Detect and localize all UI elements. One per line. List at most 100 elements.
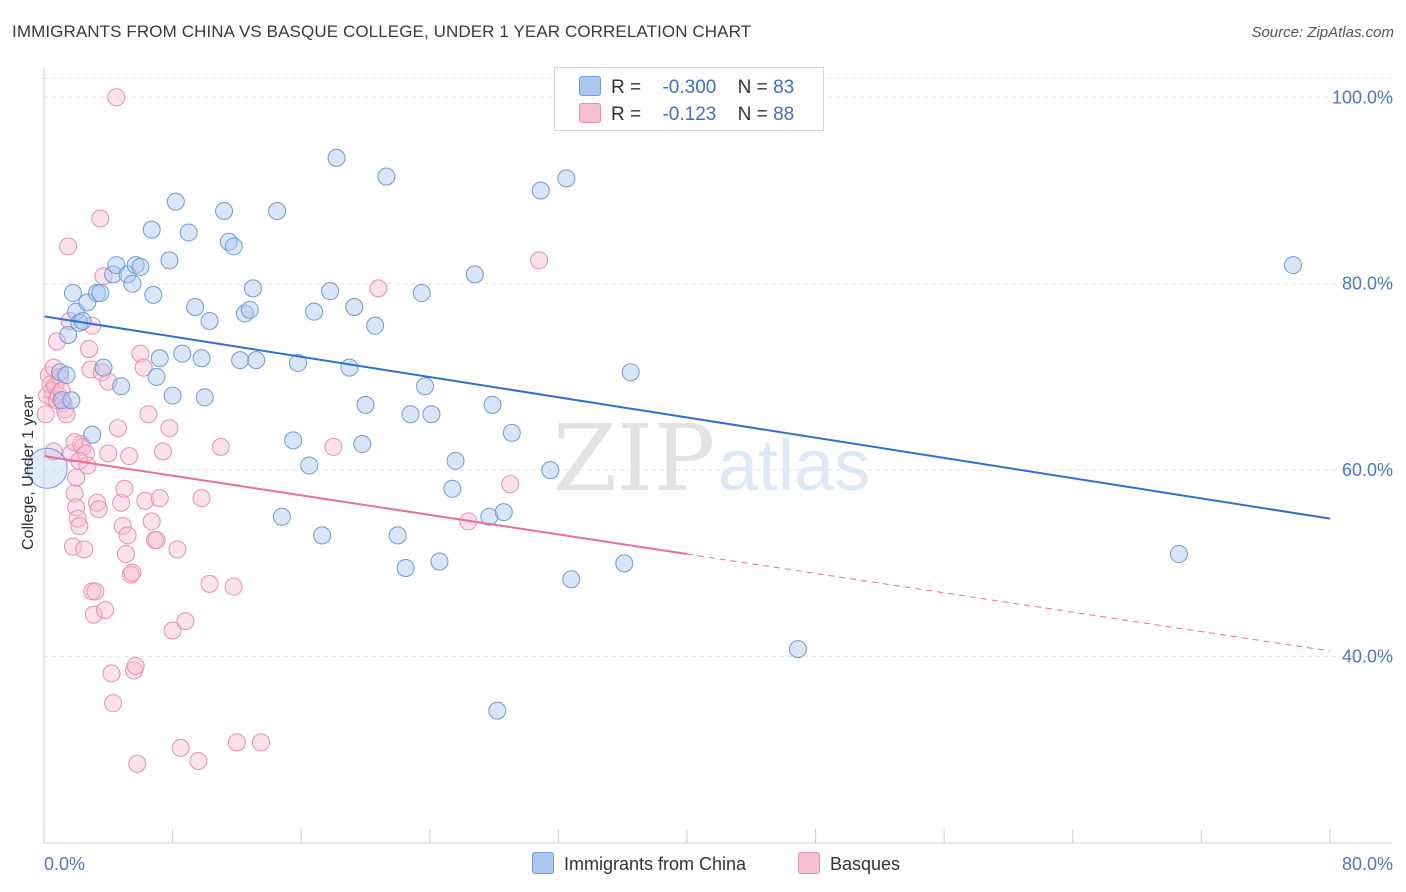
bottom-legend-china: Immigrants from China bbox=[532, 852, 746, 875]
chart-title: IMMIGRANTS FROM CHINA VS BASQUE COLLEGE,… bbox=[12, 22, 752, 41]
china-point bbox=[327, 148, 346, 167]
r-label: R = bbox=[611, 77, 642, 98]
basques-point bbox=[88, 493, 107, 512]
basques-point bbox=[192, 489, 211, 508]
china-point bbox=[313, 526, 332, 545]
china-point bbox=[483, 395, 502, 414]
basques-point bbox=[227, 733, 246, 752]
basques-point bbox=[369, 279, 388, 298]
basques-point bbox=[142, 512, 161, 531]
basques-point bbox=[91, 209, 110, 228]
china-point bbox=[531, 181, 550, 200]
china-point bbox=[57, 366, 76, 385]
x-tick-label: 80.0% bbox=[1342, 854, 1393, 874]
china-point bbox=[62, 391, 81, 410]
basques-point bbox=[189, 751, 208, 770]
china-point bbox=[1169, 545, 1188, 564]
china-legend-label: Immigrants from China bbox=[564, 854, 747, 874]
china-point bbox=[192, 349, 211, 368]
china-point bbox=[305, 302, 324, 321]
basques-point bbox=[136, 491, 155, 510]
china-point bbox=[300, 456, 319, 475]
basques-point bbox=[102, 664, 121, 683]
china-point bbox=[78, 293, 97, 312]
china-point bbox=[147, 367, 166, 386]
china-point bbox=[224, 237, 243, 256]
china-point bbox=[494, 503, 513, 522]
basques-point bbox=[123, 563, 142, 582]
basques-point bbox=[126, 656, 145, 675]
china-point bbox=[446, 451, 465, 470]
china-point bbox=[480, 507, 499, 526]
china-point bbox=[142, 220, 161, 239]
china-point bbox=[541, 461, 560, 480]
china-trend-line bbox=[43, 315, 1331, 520]
china-point bbox=[200, 312, 219, 330]
china-points bbox=[26, 105, 1303, 720]
basques-point bbox=[139, 405, 158, 424]
china-point bbox=[340, 358, 359, 377]
n-label: N = bbox=[737, 77, 768, 98]
y-tick-label: 80.0% bbox=[1342, 274, 1393, 294]
basques-point bbox=[47, 332, 66, 351]
china-point bbox=[179, 223, 198, 242]
basques-point bbox=[115, 479, 134, 498]
china-point bbox=[150, 349, 169, 368]
china-point bbox=[215, 202, 234, 221]
y-tick-label: 60.0% bbox=[1342, 460, 1393, 480]
china-point bbox=[412, 284, 431, 303]
basques-point bbox=[252, 733, 271, 752]
basques-r-value: -0.123 bbox=[662, 104, 717, 125]
china-point bbox=[788, 640, 807, 659]
china-point bbox=[123, 274, 142, 293]
basques-trend-line bbox=[43, 455, 688, 556]
china-point bbox=[615, 554, 634, 573]
legend-row-china: R = -0.300 N = 83 bbox=[579, 76, 794, 99]
china-point bbox=[288, 353, 307, 372]
y-tick-label: 40.0% bbox=[1342, 647, 1393, 667]
basques-point bbox=[36, 405, 55, 424]
basques-point bbox=[113, 517, 132, 536]
china-point bbox=[163, 386, 182, 405]
basques-point bbox=[63, 537, 82, 556]
basques-point bbox=[176, 612, 195, 631]
x-tick-label: 0.0% bbox=[44, 854, 85, 874]
basques-point bbox=[57, 405, 76, 424]
china-point bbox=[186, 298, 205, 317]
china-point bbox=[144, 285, 163, 304]
china-point bbox=[562, 570, 581, 589]
axes: 40.0% 60.0% 80.0% 100.0% 0.0% 80.0% bbox=[43, 68, 1393, 874]
china-point bbox=[621, 363, 640, 382]
china-point bbox=[345, 298, 364, 317]
grid-layer bbox=[44, 78, 1392, 658]
basques-point bbox=[99, 444, 118, 463]
china-point bbox=[284, 431, 303, 450]
basques-point bbox=[65, 484, 84, 503]
china-point bbox=[272, 507, 291, 526]
n-label: N = bbox=[737, 104, 768, 125]
basques-point bbox=[200, 574, 219, 593]
china-point bbox=[59, 325, 78, 344]
basques-trend-extension bbox=[686, 553, 1331, 652]
basques-point bbox=[163, 621, 182, 640]
basques-point bbox=[84, 605, 103, 624]
basques-point bbox=[68, 509, 87, 528]
basques-point bbox=[116, 545, 135, 564]
basques-point bbox=[118, 526, 137, 545]
china-point bbox=[231, 351, 250, 370]
basques-points bbox=[36, 88, 549, 773]
china-point bbox=[1284, 256, 1303, 275]
basques-point bbox=[86, 582, 105, 601]
basques-point bbox=[80, 339, 99, 358]
basques-point bbox=[112, 493, 131, 512]
china-point bbox=[166, 192, 185, 211]
china-point bbox=[243, 279, 262, 298]
china-point bbox=[430, 552, 449, 571]
china-point bbox=[112, 377, 131, 396]
basques-point bbox=[224, 577, 243, 596]
basques-point bbox=[108, 419, 127, 438]
basques-legend-swatch bbox=[798, 852, 820, 874]
china-point bbox=[235, 304, 254, 323]
basques-point bbox=[153, 442, 172, 461]
